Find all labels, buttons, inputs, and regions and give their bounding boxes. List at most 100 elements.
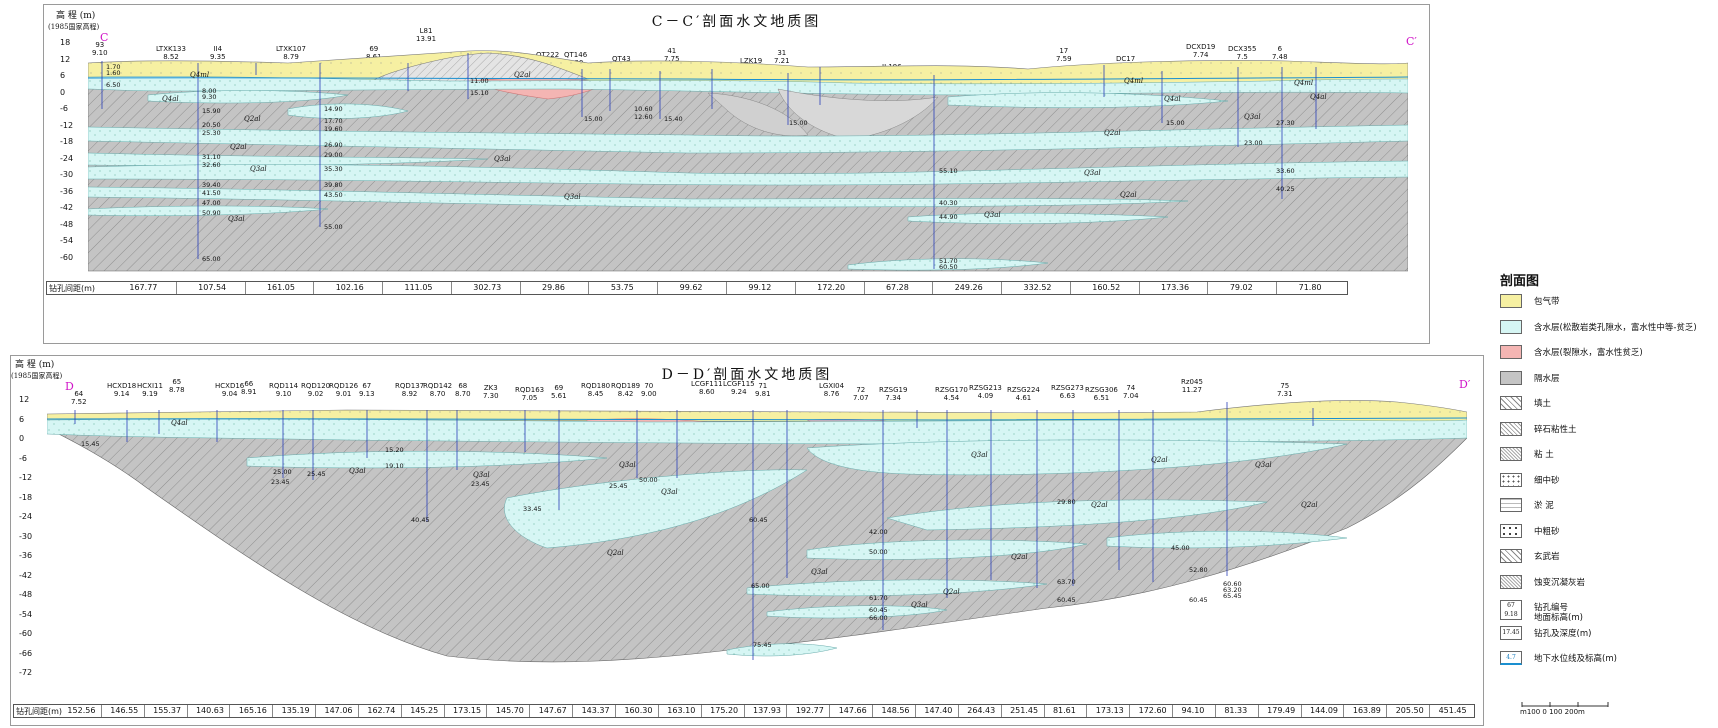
borehole-id: RQD114 <box>269 382 299 390</box>
legend-swatch-water-level: 4.7 <box>1506 654 1516 661</box>
legend-swatch: 67 9.18 <box>1500 600 1522 620</box>
borehole-spacing-value: 179.49 <box>1267 706 1296 715</box>
borehole-depth-label: 66.00 <box>869 614 888 622</box>
elevation-tick-label: -60 <box>60 252 74 262</box>
borehole-elevation: 9.04 <box>221 390 238 398</box>
borehole-id: DCX355 <box>1228 45 1257 53</box>
spacing-divider <box>872 705 874 717</box>
borehole-id: 71 <box>758 382 768 390</box>
borehole-label: RQD126 9.01 <box>329 382 358 398</box>
borehole-depth-label: 12.60 <box>634 113 653 121</box>
stratum-age-label: Q3al <box>619 461 636 469</box>
borehole-elevation: 7.21 <box>774 57 790 65</box>
borehole-spacing-value: 140.63 <box>195 706 224 715</box>
elevation-tick-label: -12 <box>60 120 74 130</box>
borehole-depth-label: 15.90 <box>202 107 221 115</box>
legend-item: 17.45 钻孔及深度(m) <box>1500 625 1718 642</box>
borehole-elevation: 9.13 <box>359 390 375 398</box>
borehole-id: 70 <box>644 382 654 390</box>
spacing-divider <box>829 705 831 717</box>
borehole-spacing-value: 251.45 <box>1010 706 1039 715</box>
borehole-elevation: 8.92 <box>401 390 418 398</box>
stratum-age-label: Q3al <box>911 601 928 609</box>
borehole-id: LGXI04 <box>819 382 845 390</box>
borehole-spacing-value: 163.10 <box>667 706 696 715</box>
borehole-elevation: 9.81 <box>755 390 771 398</box>
borehole-label: RQD163 7.05 <box>515 386 544 402</box>
spacing-divider <box>100 705 102 717</box>
spacing-divider <box>400 705 402 717</box>
borehole-id: RQD126 <box>329 382 359 390</box>
section-d-profile <box>47 400 1467 663</box>
borehole-id: 65 <box>172 378 182 386</box>
legend-label: 填土 <box>1534 399 1552 409</box>
borehole-spacing-value: 67.28 <box>885 283 909 292</box>
legend-swatch <box>1500 574 1522 589</box>
legend-label: 碎石粘性土 <box>1534 424 1577 435</box>
spacing-divider <box>1001 282 1003 294</box>
borehole-depth-label: 17.70 <box>324 117 343 125</box>
spacing-divider <box>1172 705 1174 717</box>
borehole-label: 74 7.04 <box>1123 384 1139 400</box>
borehole-id: 17 <box>1059 47 1069 55</box>
stratum-age-label: Q4ml <box>190 71 210 79</box>
borehole-spacing-value: 451.45 <box>1438 706 1467 715</box>
legend-item: 隔水层 <box>1500 370 1718 387</box>
borehole-elevation: 7.75 <box>664 55 680 63</box>
borehole-depth-label: 19.10 <box>385 462 404 470</box>
spacing-divider <box>700 705 702 717</box>
section-c-panel: C－C′剖面水文地质图 高 程 (m) (1985国家高程) C C′ 18 12… <box>43 4 1430 344</box>
borehole-depth-label: 33.45 <box>523 505 542 513</box>
borehole-spacing-value: 99.12 <box>748 283 772 292</box>
borehole-id: HCXD16 <box>215 382 245 390</box>
elevation-tick-label: -72 <box>19 668 33 677</box>
borehole-depth-label: 42.00 <box>869 528 888 536</box>
borehole-depth-label: 11.00 <box>470 77 489 85</box>
section-c-start-mark: C <box>100 31 109 44</box>
borehole-spacing-value: 264.43 <box>967 706 996 715</box>
borehole-depth-label: 29.00 <box>324 151 343 159</box>
borehole-id: 6 <box>1277 45 1283 53</box>
borehole-spacing-value: 143.37 <box>581 706 610 715</box>
borehole-depth-label: 65.00 <box>751 582 770 590</box>
borehole-label: 72 7.07 <box>853 386 869 402</box>
stratum-age-label: Q3al <box>661 488 678 496</box>
borehole-spacing-value: 144.09 <box>1310 706 1339 715</box>
borehole-id: LZK19 <box>740 57 763 65</box>
borehole-depth-label: 61.70 <box>869 594 888 602</box>
borehole-label: RZSG213 4.09 <box>969 384 1002 400</box>
legend-label: 包气带 <box>1534 297 1560 307</box>
borehole-elevation: 9.35 <box>210 53 226 61</box>
stratum-age-label: Q4al <box>171 419 188 427</box>
spacing-divider <box>1086 705 1088 717</box>
legend-swatch <box>1500 396 1522 410</box>
legend-swatch <box>1500 498 1522 512</box>
borehole-id: 69 <box>554 384 564 392</box>
spacing-divider <box>572 705 574 717</box>
borehole-spacing-value: 249.26 <box>954 283 983 292</box>
elevation-tick-label: -30 <box>19 531 33 541</box>
stratum-age-label: Q3al <box>349 467 366 475</box>
borehole-depth-label: 43.50 <box>324 191 343 199</box>
borehole-depth-label: 39.80 <box>324 181 343 189</box>
stratum-age-label: Q3al <box>473 471 490 479</box>
spacing-divider <box>382 282 384 294</box>
borehole-label: 66 8.91 <box>241 380 257 396</box>
borehole-depth-label: 23.45 <box>471 480 490 488</box>
stratum-age-label: Q4ml <box>1294 79 1314 87</box>
spacing-divider <box>450 282 452 294</box>
legend-item: 蚀变沉凝灰岩 <box>1500 574 1718 591</box>
borehole-elevation: 8.91 <box>241 388 257 396</box>
borehole-label: 41 7.75 <box>664 47 680 63</box>
stratum-age-label: Q2al <box>1011 553 1028 561</box>
section-d-title: D－D′剖面水文地质图 <box>661 367 833 383</box>
borehole-spacing-value: 137.93 <box>753 706 781 715</box>
borehole-depth-label: 25.00 <box>273 468 292 476</box>
borehole-id: 41 <box>667 47 677 55</box>
borehole-id: RZSG170 <box>935 386 968 394</box>
borehole-label: 64 7.52 <box>71 390 87 406</box>
elevation-tick-label: 12 <box>19 395 30 404</box>
borehole-elevation: 4.09 <box>977 392 994 400</box>
legend-swatch: 17.45 <box>1500 625 1522 640</box>
spacing-divider <box>143 705 145 717</box>
